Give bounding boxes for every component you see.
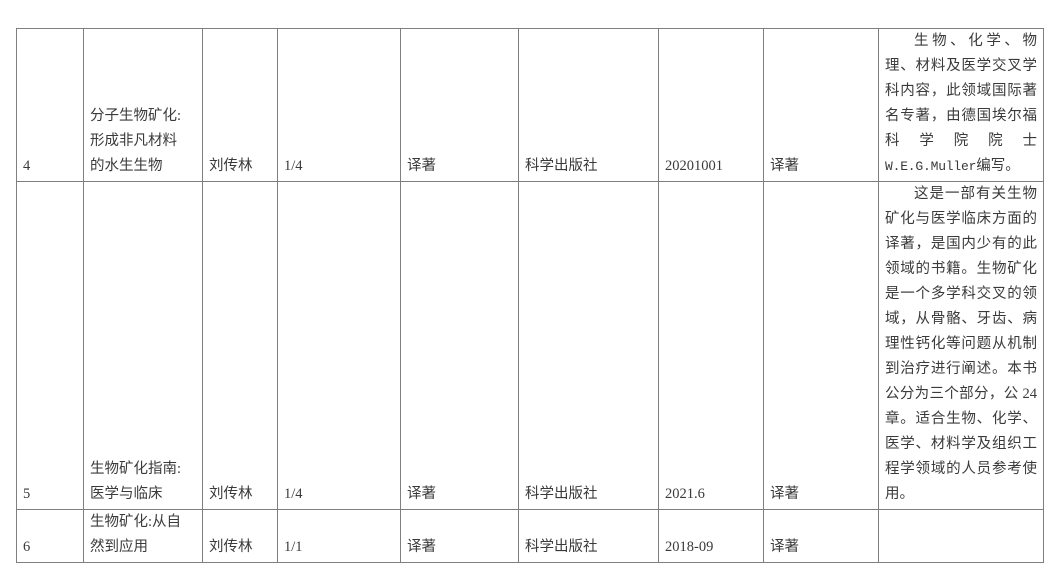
cell-publisher: 科学出版社	[518, 181, 659, 510]
cell-rank: 1/4	[277, 28, 401, 182]
cell-category: 译著	[400, 181, 519, 510]
cell-description: 这是一部有关生物矿化与医学临床方面的译著，是国内少有的此领域的书籍。生物矿化是一…	[878, 181, 1044, 510]
cell-title: 生物矿化指南: 医学与临床	[83, 181, 203, 510]
cell-date: 2021.6	[658, 181, 764, 510]
title-line: 生物矿化:从自	[90, 514, 182, 530]
cell-author: 刘传林	[202, 509, 278, 563]
publications-table: 4 分子生物矿化: 形成非凡材料 的水生生物 刘传林 1/4 译著 科学出版社 …	[16, 28, 1044, 563]
cell-publisher: 科学出版社	[518, 28, 659, 182]
cell-rank: 1/1	[277, 509, 401, 563]
cell-category: 译著	[400, 509, 519, 563]
description-head: 生物、化学、物理、材料及医学交叉学科内容，此领域国际著名专著，由德国埃尔福科学院…	[885, 33, 1037, 149]
title-line: 分子生物矿化:	[90, 108, 182, 124]
title-line: 然到应用	[90, 539, 148, 555]
document-page: 4 分子生物矿化: 形成非凡材料 的水生生物 刘传林 1/4 译著 科学出版社 …	[16, 28, 1044, 563]
cell-title: 分子生物矿化: 形成非凡材料 的水生生物	[83, 28, 203, 182]
table-row: 5 生物矿化指南: 医学与临床 刘传林 1/4 译著 科学出版社 2021.6 …	[16, 181, 1044, 510]
title-line: 医学与临床	[90, 486, 163, 502]
cell-row-number: 6	[16, 509, 84, 563]
title-line: 生物矿化指南:	[90, 461, 182, 477]
title-line: 的水生生物	[90, 158, 163, 174]
cell-work-type: 译著	[763, 509, 879, 563]
cell-work-type: 译著	[763, 181, 879, 510]
description-tail: 编写。	[976, 158, 1020, 174]
table-row: 6 生物矿化:从自 然到应用 刘传林 1/1 译著 科学出版社 2018-09 …	[16, 509, 1044, 563]
cell-date: 2018-09	[658, 509, 764, 563]
cell-description	[878, 509, 1044, 563]
cell-description: 生物、化学、物理、材料及医学交叉学科内容，此领域国际著名专著，由德国埃尔福科学院…	[878, 28, 1044, 182]
description-author-name: W.E.G.Muller	[885, 159, 977, 174]
cell-author: 刘传林	[202, 28, 278, 182]
cell-work-type: 译著	[763, 28, 879, 182]
cell-row-number: 5	[16, 181, 84, 510]
cell-rank: 1/4	[277, 181, 401, 510]
cell-row-number: 4	[16, 28, 84, 182]
table-row: 4 分子生物矿化: 形成非凡材料 的水生生物 刘传林 1/4 译著 科学出版社 …	[16, 28, 1044, 182]
cell-category: 译著	[400, 28, 519, 182]
cell-publisher: 科学出版社	[518, 509, 659, 563]
title-line: 形成非凡材料	[90, 133, 177, 149]
cell-title: 生物矿化:从自 然到应用	[83, 509, 203, 563]
cell-author: 刘传林	[202, 181, 278, 510]
cell-date: 20201001	[658, 28, 764, 182]
